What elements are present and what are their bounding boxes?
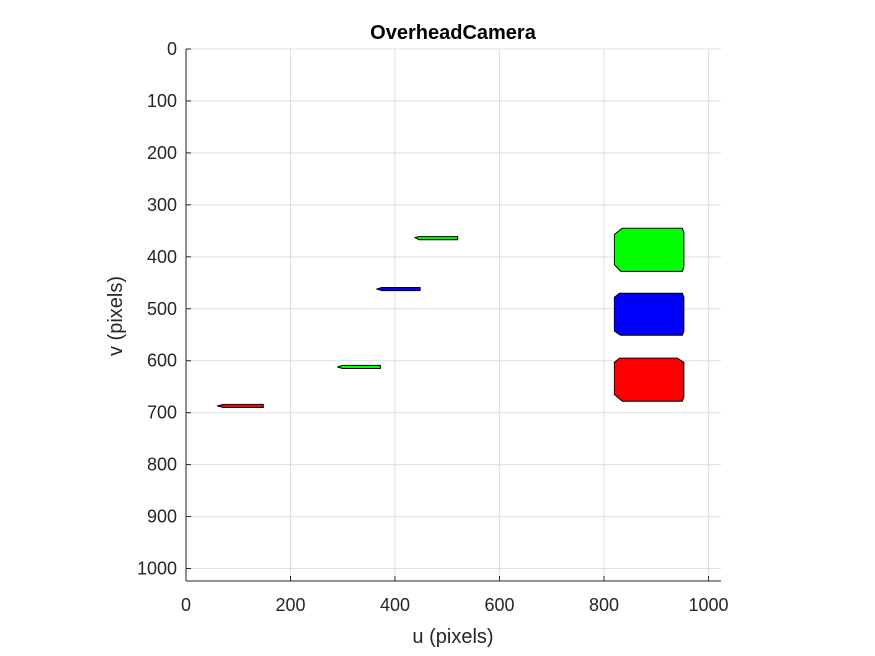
x-tick-label-3: 600 (484, 595, 514, 615)
y-tick-label-6: 600 (147, 351, 177, 371)
x-axis-label: u (pixels) (412, 626, 493, 648)
x-tick-label-0: 0 (181, 595, 191, 615)
y-tick-label-4: 400 (147, 247, 177, 267)
blob-shape-6 (216, 403, 264, 408)
blob-shape-1 (613, 292, 685, 336)
y-axis-label: v (pixels) (105, 276, 127, 356)
y-tick-label-10: 1000 (137, 559, 177, 579)
x-tick-label-1: 200 (275, 595, 305, 615)
blob-shape-5 (337, 364, 381, 369)
y-tick-labels: 0 100 200 300 400 500 600 700 800 900 1000 (137, 39, 177, 579)
y-tick-label-9: 900 (147, 507, 177, 527)
y-tick-label-7: 700 (147, 403, 177, 423)
blob-shape-0 (613, 227, 685, 272)
blob-shape-2 (613, 357, 685, 402)
y-tick-label-2: 200 (147, 143, 177, 163)
chart-title: OverheadCamera (370, 22, 537, 44)
y-tick-label-5: 500 (147, 299, 177, 319)
x-tick-label-4: 800 (589, 595, 619, 615)
y-tick-label-1: 100 (147, 91, 177, 111)
x-tick-label-5: 1000 (688, 595, 728, 615)
data-shapes (216, 227, 685, 408)
axes (185, 48, 721, 582)
y-tick-label-8: 800 (147, 455, 177, 475)
x-tick-labels: 0 200 400 600 800 1000 (181, 595, 728, 615)
y-tick-label-0: 0 (167, 39, 177, 59)
x-tick-label-2: 400 (380, 595, 410, 615)
y-tick-label-3: 300 (147, 195, 177, 215)
blob-shape-4 (376, 287, 421, 292)
blob-shape-3 (414, 236, 459, 241)
